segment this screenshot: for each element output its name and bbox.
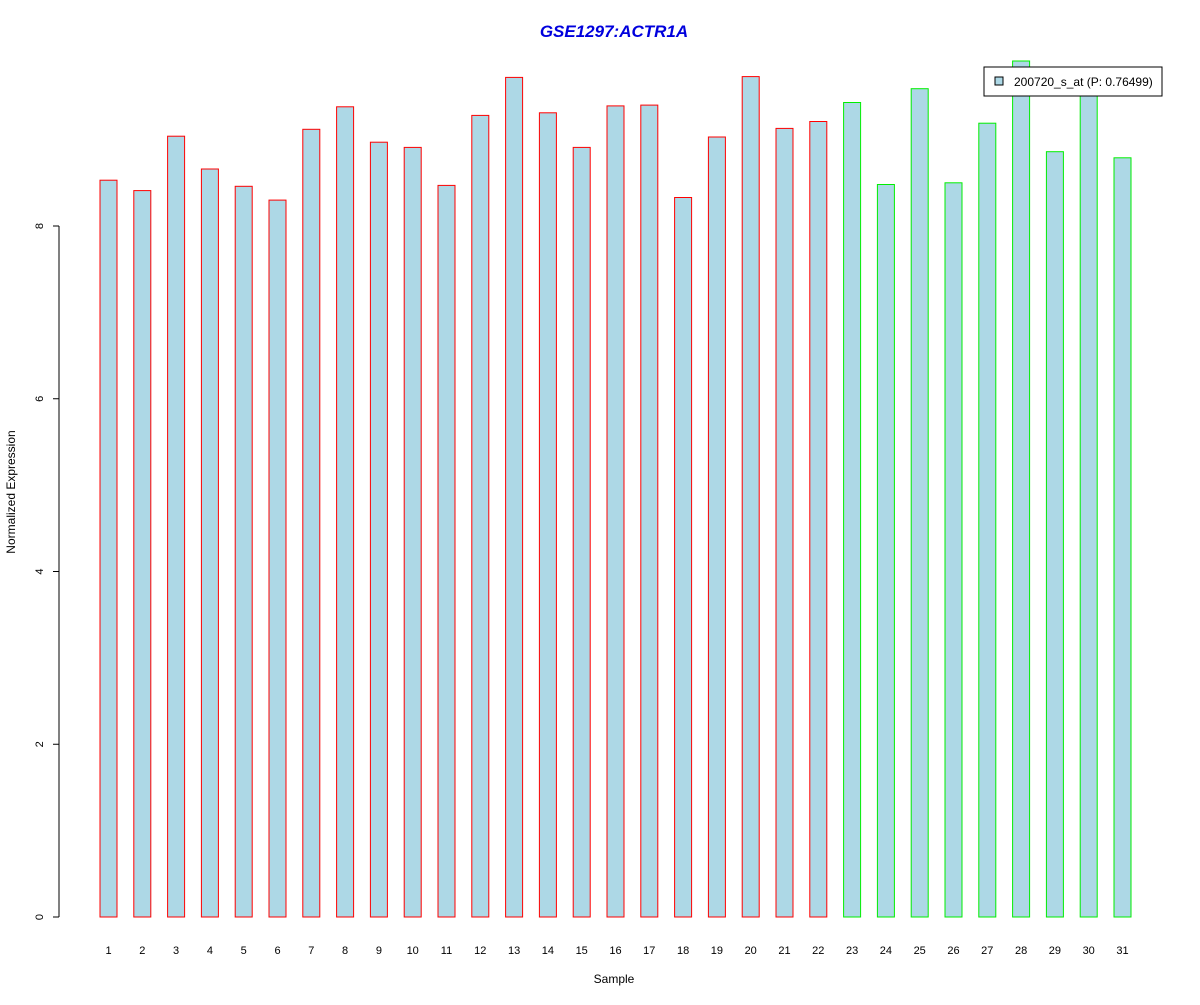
- x-axis-label: Sample: [594, 972, 635, 986]
- bar-sample-18: [674, 197, 693, 918]
- bar-sample-13: [505, 76, 524, 918]
- x-tick-label: 8: [342, 945, 348, 957]
- x-tick-label: 20: [745, 945, 757, 957]
- x-tick-label: 18: [677, 945, 689, 957]
- y-tick-label: 6: [34, 396, 46, 402]
- bar-sample-7: [302, 128, 321, 918]
- x-tick-label: 23: [846, 945, 858, 957]
- y-tick-label: 4: [34, 568, 46, 574]
- x-tick-label: 29: [1049, 945, 1061, 957]
- x-tick-label: 19: [711, 945, 723, 957]
- bar-sample-26: [944, 182, 963, 918]
- x-tick-label: 5: [241, 945, 247, 957]
- bar-sample-30: [1079, 87, 1098, 918]
- legend: 200720_s_at (P: 0.76499): [983, 66, 1163, 97]
- y-tick-label: 2: [34, 741, 46, 747]
- bar-sample-22: [809, 121, 828, 918]
- x-tick-label: 15: [576, 945, 588, 957]
- x-tick-label: 22: [812, 945, 824, 957]
- bar-sample-25: [910, 88, 929, 918]
- x-tick-label: 21: [778, 945, 790, 957]
- bar-sample-6: [268, 199, 287, 918]
- bar-sample-27: [978, 122, 997, 918]
- bar-sample-31: [1113, 157, 1132, 918]
- bar-sample-1: [99, 179, 118, 918]
- x-tick-label: 30: [1083, 945, 1095, 957]
- x-tick-label: 7: [308, 945, 314, 957]
- x-tick-label: 13: [508, 945, 520, 957]
- bar-sample-2: [133, 190, 152, 918]
- bar-sample-11: [437, 184, 456, 918]
- y-axis-label: Normalized Expression: [4, 430, 18, 553]
- x-tick-label: 1: [105, 945, 111, 957]
- x-tick-label: 24: [880, 945, 892, 957]
- bar-sample-28: [1012, 60, 1031, 918]
- x-tick-label: 17: [643, 945, 655, 957]
- bar-sample-8: [336, 106, 355, 918]
- x-tick-label: 4: [207, 945, 213, 957]
- x-tick-label: 26: [947, 945, 959, 957]
- bar-sample-15: [572, 146, 591, 918]
- bar-sample-21: [775, 127, 794, 918]
- bar-sample-29: [1045, 151, 1064, 918]
- x-tick-label: 6: [274, 945, 280, 957]
- chart-title: GSE1297:ACTR1A: [540, 22, 688, 41]
- bar-sample-16: [606, 105, 625, 918]
- bar-sample-12: [471, 114, 490, 918]
- x-tick-label: 28: [1015, 945, 1027, 957]
- bar-sample-14: [538, 112, 557, 918]
- x-tick-label: 16: [609, 945, 621, 957]
- x-tick-label: 9: [376, 945, 382, 957]
- bar-sample-17: [640, 104, 659, 918]
- y-tick-label: 0: [34, 914, 46, 920]
- bars-group: [99, 60, 1132, 918]
- legend-swatch: [994, 76, 1004, 86]
- x-tick-label: 31: [1116, 945, 1128, 957]
- x-tick-label: 12: [474, 945, 486, 957]
- x-tick-label: 11: [441, 945, 452, 957]
- bar-sample-5: [234, 185, 253, 918]
- x-tick-label: 2: [139, 945, 145, 957]
- legend-box: [983, 66, 1163, 97]
- bar-sample-10: [403, 146, 422, 918]
- x-tick-label: 14: [542, 945, 554, 957]
- bar-sample-4: [200, 168, 219, 918]
- x-tick-label: 27: [981, 945, 993, 957]
- bar-sample-9: [369, 141, 388, 918]
- x-tick-label: 3: [173, 945, 179, 957]
- x-tick-labels: 1 2 3 4 5 6 7 8 9 10 11 12 13 14 15 16 17 18 19 20 21 22 23 24 2…: [105, 945, 1128, 957]
- legend-label: 200720_s_at (P: 0.76499): [1014, 75, 1153, 89]
- y-tick-label: 8: [34, 223, 46, 229]
- bar-sample-3: [167, 135, 186, 918]
- bar-sample-19: [707, 136, 726, 918]
- y-axis: 0 2 4 6 8: [34, 223, 60, 920]
- x-tick-label: 10: [407, 945, 419, 957]
- bar-sample-20: [741, 76, 760, 918]
- bar-sample-24: [876, 184, 895, 918]
- x-tick-label: 25: [914, 945, 926, 957]
- bar-sample-23: [843, 102, 862, 918]
